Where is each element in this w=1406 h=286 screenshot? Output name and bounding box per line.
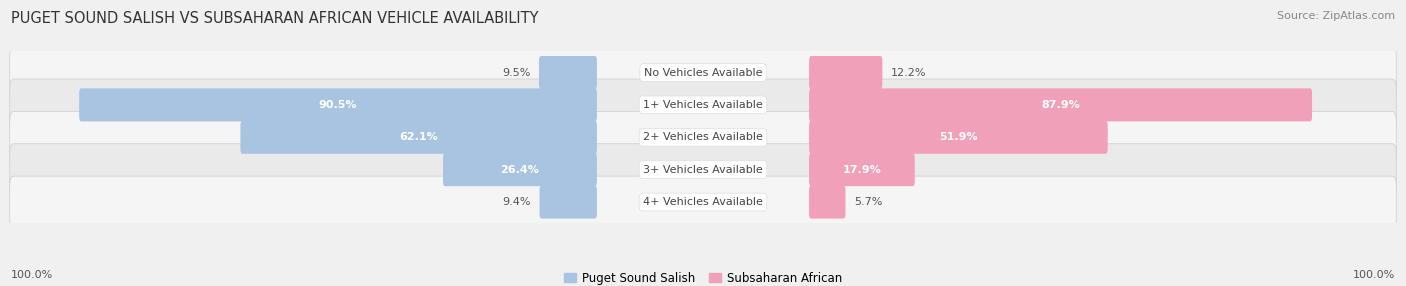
Text: 90.5%: 90.5%	[319, 100, 357, 110]
Legend: Puget Sound Salish, Subsaharan African: Puget Sound Salish, Subsaharan African	[560, 267, 846, 286]
FancyBboxPatch shape	[443, 153, 598, 186]
FancyBboxPatch shape	[808, 186, 845, 219]
Text: 3+ Vehicles Available: 3+ Vehicles Available	[643, 165, 763, 175]
FancyBboxPatch shape	[10, 47, 1396, 98]
Text: 17.9%: 17.9%	[842, 165, 882, 175]
Text: 9.5%: 9.5%	[502, 67, 530, 78]
Text: 1+ Vehicles Available: 1+ Vehicles Available	[643, 100, 763, 110]
FancyBboxPatch shape	[808, 153, 915, 186]
Text: 100.0%: 100.0%	[11, 270, 53, 280]
Text: 9.4%: 9.4%	[502, 197, 530, 207]
FancyBboxPatch shape	[10, 144, 1396, 196]
FancyBboxPatch shape	[10, 176, 1396, 228]
Text: No Vehicles Available: No Vehicles Available	[644, 67, 762, 78]
Text: 2+ Vehicles Available: 2+ Vehicles Available	[643, 132, 763, 142]
FancyBboxPatch shape	[808, 56, 883, 89]
FancyBboxPatch shape	[540, 186, 598, 219]
FancyBboxPatch shape	[10, 111, 1396, 163]
FancyBboxPatch shape	[538, 56, 598, 89]
FancyBboxPatch shape	[808, 88, 1312, 122]
Text: Source: ZipAtlas.com: Source: ZipAtlas.com	[1277, 11, 1395, 21]
FancyBboxPatch shape	[240, 121, 598, 154]
Text: PUGET SOUND SALISH VS SUBSAHARAN AFRICAN VEHICLE AVAILABILITY: PUGET SOUND SALISH VS SUBSAHARAN AFRICAN…	[11, 11, 538, 26]
Text: 26.4%: 26.4%	[501, 165, 540, 175]
Text: 51.9%: 51.9%	[939, 132, 977, 142]
Text: 100.0%: 100.0%	[1353, 270, 1395, 280]
FancyBboxPatch shape	[10, 79, 1396, 131]
Text: 4+ Vehicles Available: 4+ Vehicles Available	[643, 197, 763, 207]
Text: 62.1%: 62.1%	[399, 132, 439, 142]
Text: 12.2%: 12.2%	[891, 67, 927, 78]
FancyBboxPatch shape	[808, 121, 1108, 154]
FancyBboxPatch shape	[79, 88, 598, 122]
Text: 5.7%: 5.7%	[855, 197, 883, 207]
Text: 87.9%: 87.9%	[1042, 100, 1080, 110]
